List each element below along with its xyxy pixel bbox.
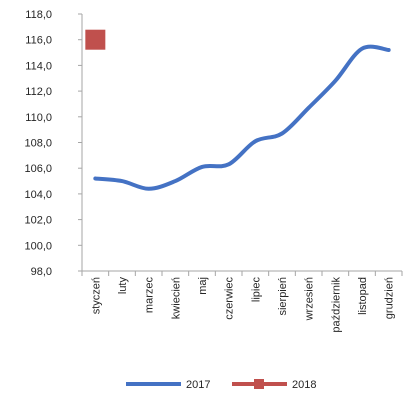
x-tick-label: maj (197, 277, 209, 295)
x-tick-label: wrzesień (304, 277, 316, 321)
x-tick-label: styczeń (90, 277, 102, 314)
y-tick-label: 104,0 (24, 189, 52, 201)
y-tick-label: 116,0 (25, 35, 52, 47)
y-tick-label: 110,0 (25, 112, 52, 124)
y-tick-label: 114,0 (25, 60, 52, 72)
x-axis: styczeń luty marzec kwiecień maj czerwiec lipi… (81, 271, 403, 333)
y-tick-label: 98,0 (31, 266, 52, 278)
x-tick-label: czerwiec (224, 277, 236, 320)
legend: 2017 2018 (126, 379, 316, 391)
legend-marker-2018 (254, 379, 264, 389)
y-tick-label: 102,0 (24, 215, 52, 227)
y-tick-label: 108,0 (24, 138, 52, 150)
x-tick-label: luty (117, 277, 129, 295)
y-tick-label: 106,0 (24, 163, 52, 175)
y-tick-label: 100,0 (24, 240, 52, 252)
y-axis: 98,0 100,0 102,0 104,0 106,0 108,0 110,0 112,0 1… (24, 9, 82, 278)
x-tick-label: marzec (144, 277, 156, 314)
x-tick-label: listopad (357, 277, 369, 315)
y-tick-label: 118,0 (25, 9, 52, 21)
series-line-2017 (93, 44, 391, 191)
x-tick-label: lipiec (250, 277, 262, 303)
data-point-2018 (85, 29, 106, 50)
x-tick-label: kwiecień (170, 277, 182, 319)
x-tick-label: grudzień (384, 277, 396, 319)
x-tick-label: sierpień (277, 277, 289, 316)
y-tick-label: 112,0 (25, 86, 52, 98)
x-tick-label: październik (330, 277, 342, 333)
plot-area (85, 29, 391, 191)
legend-label-2018: 2018 (292, 379, 316, 391)
legend-label-2017: 2017 (186, 379, 210, 391)
